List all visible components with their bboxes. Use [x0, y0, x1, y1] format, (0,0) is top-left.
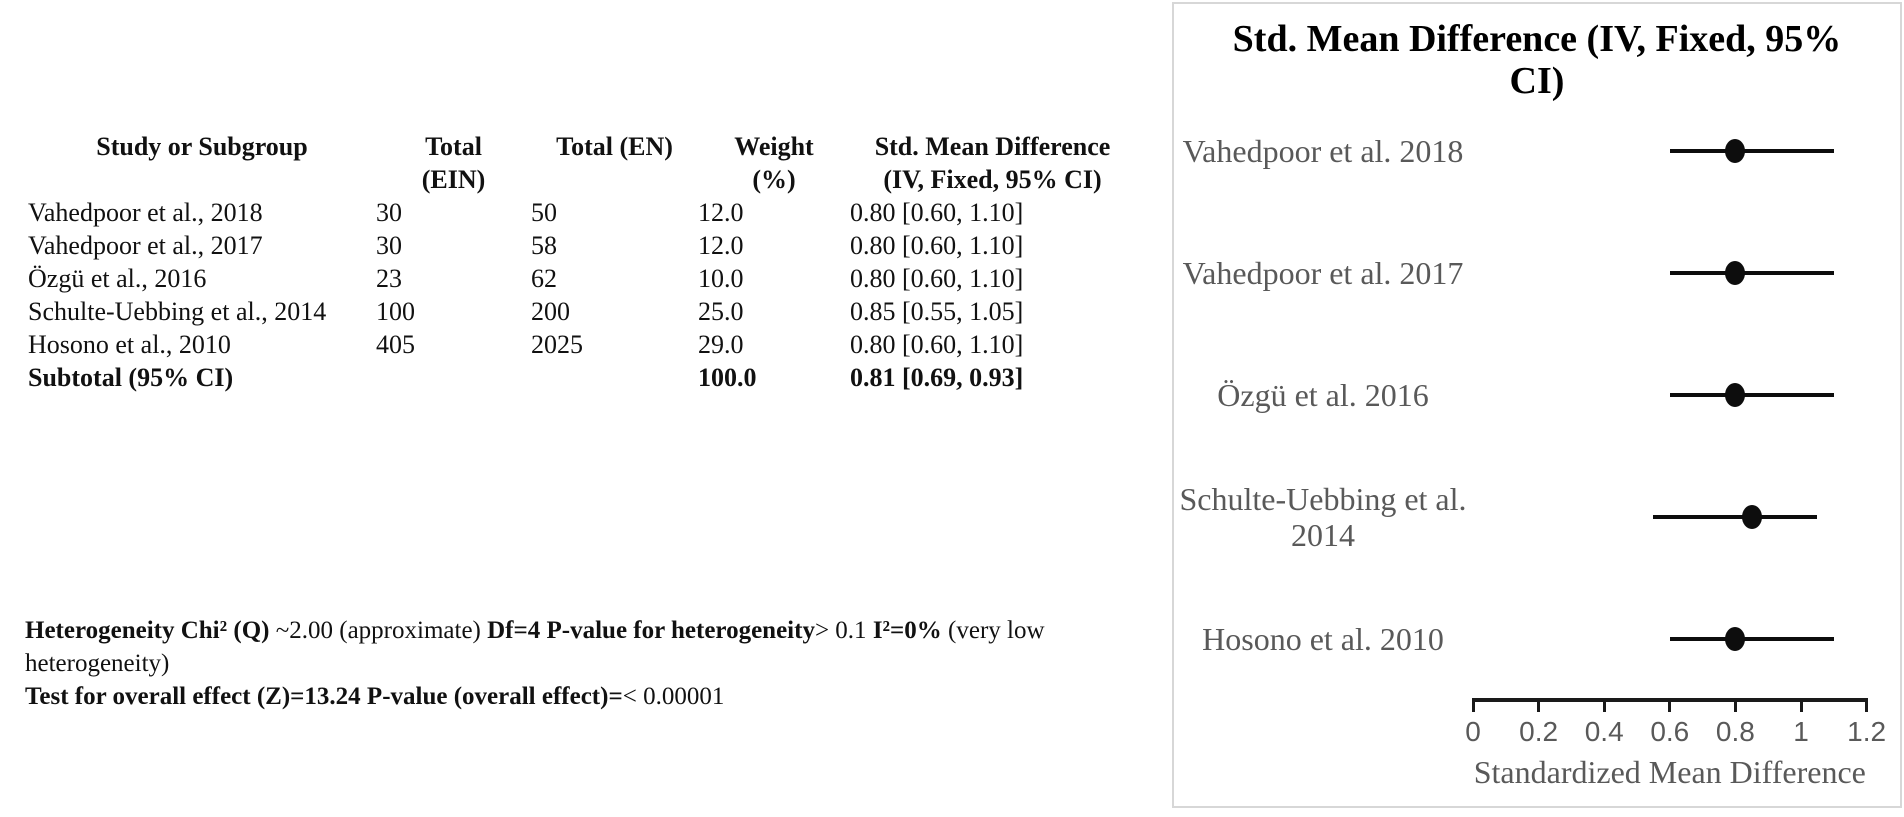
x-axis-tick: [1733, 698, 1737, 712]
point-marker: [1725, 383, 1746, 407]
table-row: Özgü et al., 2016 23 62 10.0 0.80 [0.60,…: [28, 262, 1135, 295]
x-axis-tick-label: 0.8: [1715, 716, 1755, 747]
x-axis-tick-label: 0: [1465, 716, 1481, 747]
cell-total-en: 62: [531, 264, 557, 293]
cell-total-ein: 100: [376, 297, 415, 326]
col-header-total-en: Total (EN): [531, 130, 698, 196]
overall-effect-pvalue: < 0.00001: [622, 683, 725, 710]
col-header-total-ein-line2: (EIN): [421, 165, 486, 194]
x-axis-tick: [1799, 698, 1803, 712]
point-marker: [1741, 505, 1762, 529]
cell-weight: 10.0: [698, 264, 744, 293]
x-axis-tick-label: 1: [1793, 716, 1809, 747]
col-header-smd: Std. Mean Difference (IV, Fixed, 95% CI): [850, 130, 1135, 196]
overall-effect-line: Test for overall effect (Z)=13.24 P-valu…: [25, 680, 1153, 713]
study-label: Vahedpoor et al. 2017: [1182, 255, 1464, 291]
x-axis-tick: [1471, 698, 1475, 712]
het-label: Heterogeneity Chi² (Q): [25, 617, 276, 644]
x-axis-tick-label: 0.6: [1650, 716, 1690, 747]
col-header-smd-line2: (IV, Fixed, 95% CI): [883, 165, 1102, 194]
col-header-total-ein-line1: Total: [425, 132, 482, 161]
het-df-pvalue: Df=4 P-value for heterogeneity: [487, 617, 815, 644]
x-axis-label: Standardized Mean Difference: [1473, 754, 1866, 790]
study-label: Vahedpoor et al. 2018: [1182, 133, 1464, 169]
cell-weight: 100.0: [698, 363, 757, 392]
cell-smd: 0.80 [0.60, 1.10]: [850, 231, 1024, 260]
cell-weight: 12.0: [698, 198, 744, 227]
table-header-row: Study or Subgroup Total (EIN) Total (EN) …: [28, 130, 1135, 196]
het-value: ~2.00 (approximate): [275, 617, 488, 644]
cell-study: Vahedpoor et al., 2018: [28, 198, 263, 227]
cell-smd: 0.80 [0.60, 1.10]: [850, 330, 1024, 359]
study-label: Schulte-Uebbing et al. 2014: [1179, 481, 1467, 553]
col-header-weight-line2: (%): [752, 165, 796, 194]
cell-total-en: 58: [531, 231, 557, 260]
meta-analysis-table: Study or Subgroup Total (EIN) Total (EN) …: [28, 130, 1135, 394]
cell-smd: 0.80 [0.60, 1.10]: [850, 198, 1024, 227]
table-row: Vahedpoor et al., 2017 30 58 12.0 0.80 […: [28, 229, 1135, 262]
x-axis-tick: [1865, 698, 1869, 712]
cell-total-ein: [376, 361, 531, 394]
study-label: Özgü et al. 2016: [1217, 377, 1429, 413]
ci-line: [1669, 393, 1834, 397]
x-axis-tick: [1602, 698, 1606, 712]
cell-weight: 29.0: [698, 330, 744, 359]
cell-study: Vahedpoor et al., 2017: [28, 231, 263, 260]
ci-line: [1669, 149, 1834, 153]
heterogeneity-notes: Heterogeneity Chi² (Q) ~2.00 (approximat…: [25, 614, 1153, 713]
cell-smd: 0.85 [0.55, 1.05]: [850, 297, 1024, 326]
forest-plot-panel: Std. Mean Difference (IV, Fixed, 95% CI)…: [1172, 2, 1902, 808]
col-header-total-ein: Total (EIN): [376, 130, 531, 196]
subtotal-row: Subtotal (95% CI) 100.0 0.81 [0.69, 0.93…: [28, 361, 1135, 394]
x-axis-tick: [1668, 698, 1672, 712]
x-axis-tick-label: 0.4: [1584, 716, 1624, 747]
cell-total-ein: 405: [376, 330, 415, 359]
cell-study: Özgü et al., 2016: [28, 264, 207, 293]
col-header-study-line1: Study or Subgroup: [96, 132, 308, 161]
cell-weight: 25.0: [698, 297, 744, 326]
point-marker: [1725, 261, 1746, 285]
x-axis-tick-label: 1.2: [1847, 716, 1887, 747]
x-axis-tick: [1537, 698, 1541, 712]
ci-line: [1653, 515, 1818, 519]
cell-total-en: 200: [531, 297, 570, 326]
het-pvalue-threshold: > 0.1: [814, 617, 873, 644]
cell-total-ein: 23: [376, 264, 402, 293]
forest-plot-area: Vahedpoor et al. 2018 Vahedpoor et al. 20…: [1174, 4, 1900, 806]
cell-study: Hosono et al., 2010: [28, 330, 231, 359]
point-marker: [1725, 139, 1746, 163]
cell-total-en: 2025: [531, 330, 583, 359]
ci-line: [1669, 271, 1834, 275]
ci-line: [1669, 637, 1834, 641]
het-i2: I²=0%: [872, 617, 949, 644]
cell-smd: 0.80 [0.60, 1.10]: [850, 264, 1024, 293]
cell-total-ein: 30: [376, 198, 402, 227]
col-header-weight: Weight (%): [698, 130, 850, 196]
cell-study: Subtotal (95% CI): [28, 363, 234, 392]
col-header-total-en-line1: Total (EN): [556, 132, 673, 161]
x-axis-tick-label: 0.2: [1519, 716, 1559, 747]
chart-title: Std. Mean Difference (IV, Fixed, 95% CI): [1232, 18, 1842, 102]
het-i2-comment: (very low heterogeneity): [25, 617, 1045, 677]
col-header-smd-line1: Std. Mean Difference: [874, 132, 1111, 161]
col-header-weight-line1: Weight: [734, 132, 814, 161]
table-row: Hosono et al., 2010 405 2025 29.0 0.80 […: [28, 328, 1135, 361]
cell-study: Schulte-Uebbing et al., 2014: [28, 297, 327, 326]
cell-weight: 12.0: [698, 231, 744, 260]
heterogeneity-line: Heterogeneity Chi² (Q) ~2.00 (approximat…: [25, 614, 1153, 680]
col-header-study: Study or Subgroup: [28, 130, 376, 196]
table-row: Vahedpoor et al., 2018 30 50 12.0 0.80 […: [28, 196, 1135, 229]
overall-effect-label: Test for overall effect (Z)=13.24 P-valu…: [25, 683, 623, 710]
point-marker: [1725, 627, 1746, 651]
cell-total-en: 50: [531, 198, 557, 227]
cell-total-ein: 30: [376, 231, 402, 260]
cell-smd: 0.81 [0.69, 0.93]: [850, 363, 1024, 392]
study-label: Hosono et al. 2010: [1202, 621, 1444, 657]
table-row: Schulte-Uebbing et al., 2014 100 200 25.…: [28, 295, 1135, 328]
cell-total-en: [531, 361, 698, 394]
